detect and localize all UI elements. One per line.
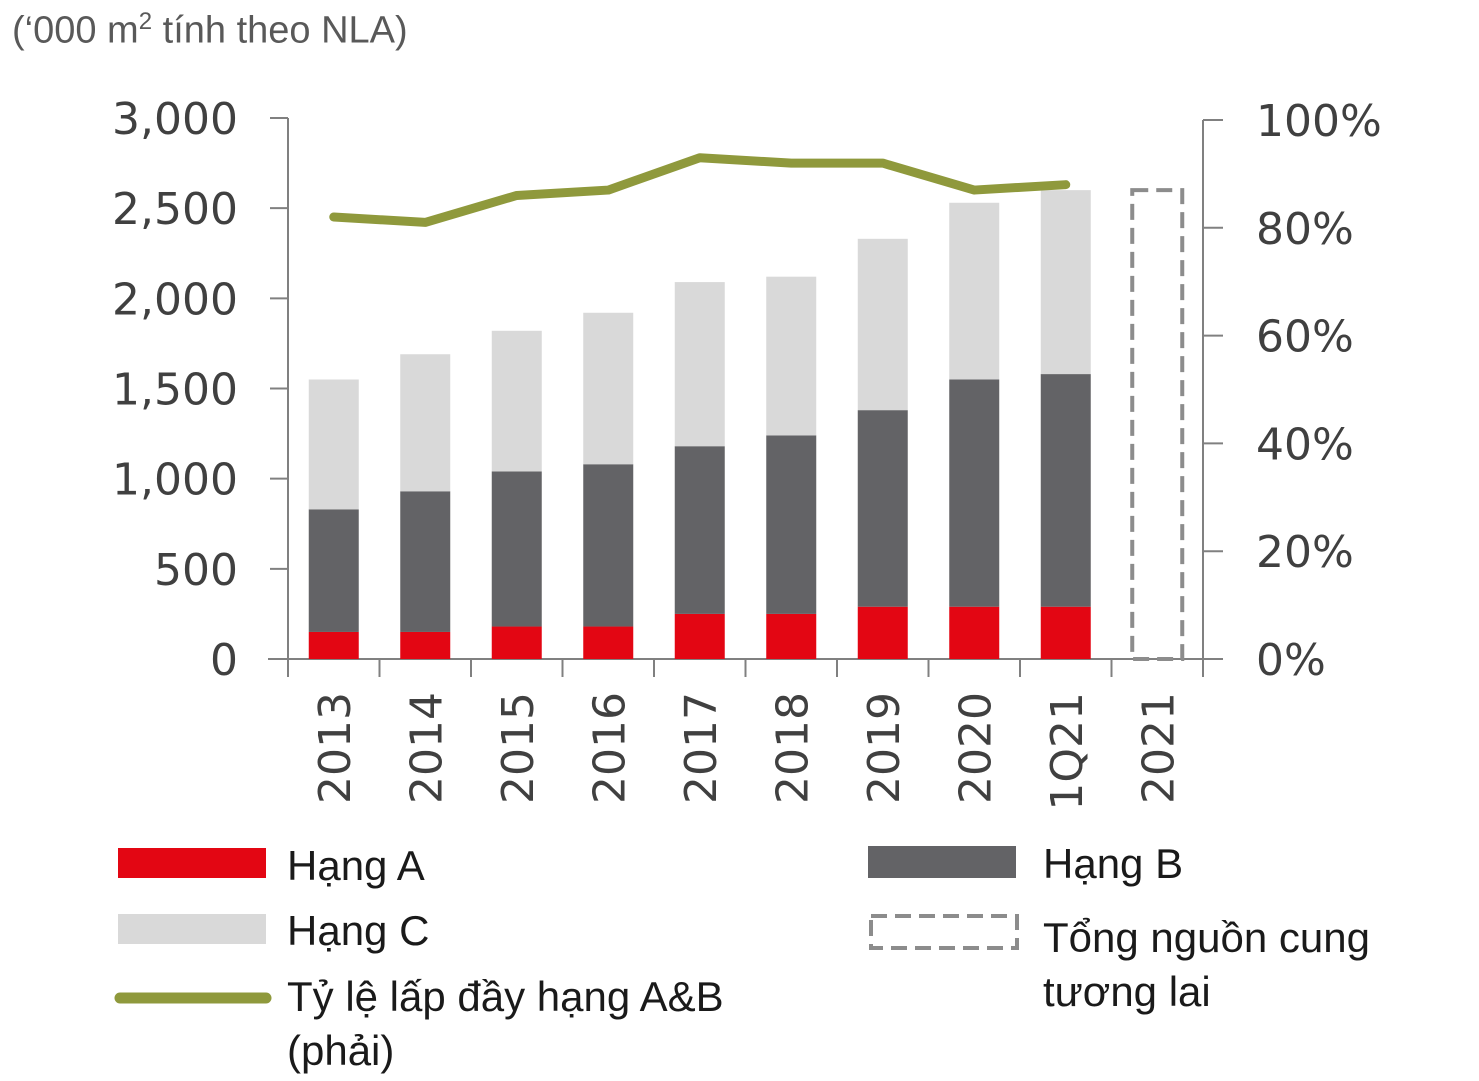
right-tick-label: 20%	[1256, 527, 1354, 578]
occupancy-point	[973, 189, 976, 192]
occupancy-point	[424, 221, 427, 224]
right-tick-label: 0%	[1256, 635, 1326, 686]
bar-hang-b	[583, 464, 634, 627]
right-tick-label: 40%	[1256, 419, 1354, 470]
bar-hang-a	[400, 631, 451, 659]
left-tick-label: 2,000	[112, 274, 238, 325]
bar-hang-b	[949, 379, 1000, 607]
bar-hang-b	[857, 410, 908, 607]
x-category-label: 1Q21	[1042, 692, 1093, 811]
bar-future-supply	[1130, 188, 1185, 661]
occupancy-point	[1064, 183, 1067, 186]
bar-hang-c	[857, 238, 908, 411]
legend-swatch-hang-c	[118, 914, 266, 944]
bar-hang-c	[1040, 190, 1091, 375]
x-category-label: 2018	[767, 692, 818, 804]
occupancy-point	[607, 189, 610, 192]
occupancy-point	[332, 216, 335, 219]
bar-hang-b	[308, 509, 359, 632]
bar-hang-a	[583, 626, 634, 659]
right-tick-label: 60%	[1256, 312, 1354, 363]
x-category-label: 2016	[584, 692, 635, 804]
x-category-label: 2014	[401, 692, 452, 804]
bar-hang-b	[674, 446, 725, 614]
occupancy-point	[881, 162, 884, 165]
bar-hang-a	[308, 631, 359, 659]
bar-hang-b	[491, 471, 542, 627]
x-category-label: 2017	[676, 692, 727, 804]
legend-label-future-supply: Tổng nguồn cung	[1043, 914, 1370, 961]
legend-swatch-hang-b	[868, 846, 1016, 878]
right-tick-label: 80%	[1256, 204, 1354, 255]
legend-label-hang-a: Hạng A	[287, 842, 425, 889]
occupancy-point	[790, 162, 793, 165]
bar-hang-a	[766, 613, 817, 659]
bar-hang-c	[766, 276, 817, 436]
legend-swatch-hang-a	[118, 848, 266, 878]
bar-hang-a	[1040, 606, 1091, 659]
x-category-label: 2019	[859, 692, 910, 804]
unit-label: (‘000 m2 tính theo NLA)	[12, 8, 408, 52]
legend-label-occupancy-suffix: (phải)	[287, 1027, 394, 1074]
occupancy-point	[698, 156, 701, 159]
legend-label-hang-b: Hạng B	[1043, 840, 1183, 887]
left-tick-label: 0	[210, 635, 238, 686]
bar-hang-b	[766, 435, 817, 614]
bar-hang-c	[949, 202, 1000, 380]
legend-label-occupancy: Tỷ lệ lấp đầy hạng A&B	[287, 973, 724, 1020]
left-tick-label: 1,500	[112, 365, 238, 416]
legend-label-hang-c: Hạng C	[287, 907, 429, 954]
bar-hang-a	[857, 606, 908, 659]
left-tick-label: 1,000	[112, 455, 238, 506]
bar-hang-a	[949, 606, 1000, 659]
x-category-label: 2020	[950, 692, 1001, 804]
bar-hang-b	[400, 491, 451, 632]
x-category-label: 2021	[1133, 692, 1184, 804]
x-category-label: 2013	[310, 692, 361, 804]
bar-hang-c	[674, 282, 725, 447]
bar-hang-a	[491, 626, 542, 659]
left-tick-label: 3,000	[112, 94, 238, 145]
bar-hang-c	[400, 354, 451, 492]
legend-swatch-future-supply	[869, 914, 1019, 950]
left-tick-label: 500	[154, 545, 238, 596]
bar-hang-c	[308, 379, 359, 510]
bar-hang-b	[1040, 374, 1091, 607]
right-tick-label: 100%	[1256, 96, 1382, 147]
x-category-label: 2015	[493, 692, 544, 804]
legend-label-future-supply-line2: tương lai	[1043, 968, 1211, 1015]
bar-hang-a	[674, 613, 725, 659]
occupancy-point	[515, 194, 518, 197]
bar-hang-c	[491, 330, 542, 472]
left-tick-label: 2,500	[112, 184, 238, 235]
bar-hang-c	[583, 312, 634, 465]
